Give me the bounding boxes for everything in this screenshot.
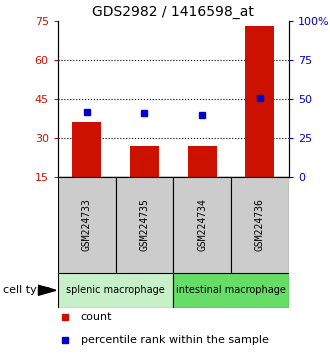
Text: intestinal macrophage: intestinal macrophage	[176, 285, 286, 295]
Bar	[72, 122, 101, 177]
Text: splenic macrophage: splenic macrophage	[66, 285, 165, 295]
Bar	[173, 177, 231, 273]
Polygon shape	[38, 285, 56, 295]
Text: count: count	[81, 312, 112, 322]
Bar	[58, 273, 173, 308]
Text: cell type: cell type	[3, 285, 51, 295]
Text: percentile rank within the sample: percentile rank within the sample	[81, 335, 269, 345]
Bar	[58, 177, 115, 273]
Text: GSM224734: GSM224734	[197, 198, 207, 251]
Text: GSM224735: GSM224735	[139, 198, 149, 251]
Text: GSM224733: GSM224733	[82, 198, 92, 251]
Bar	[173, 273, 289, 308]
Bar	[130, 146, 159, 177]
Title: GDS2982 / 1416598_at: GDS2982 / 1416598_at	[92, 5, 254, 19]
Text: GSM224736: GSM224736	[255, 198, 265, 251]
Bar	[188, 146, 216, 177]
Bar	[115, 177, 173, 273]
Bar	[246, 27, 274, 177]
Bar	[231, 177, 289, 273]
